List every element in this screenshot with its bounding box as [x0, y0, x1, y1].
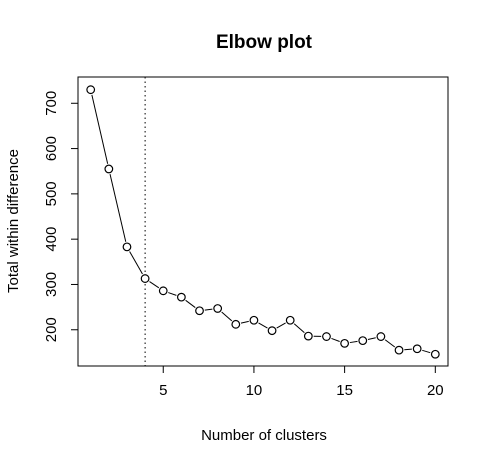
- y-axis-label: Total within difference: [5, 149, 22, 293]
- data-point: [86, 85, 96, 95]
- plot-frame: [77, 76, 449, 367]
- data-point: [195, 306, 204, 316]
- series-line-segment: [240, 320, 249, 324]
- data-point: [176, 292, 186, 302]
- y-tick-label: 600: [43, 136, 60, 161]
- series-line-segment: [185, 299, 196, 308]
- series-line-segment: [109, 174, 127, 242]
- y-tick-label: 700: [43, 91, 60, 116]
- data-point: [231, 319, 241, 329]
- data-point: [267, 326, 277, 336]
- data-point: [412, 344, 422, 354]
- series-line-segment: [404, 348, 412, 351]
- series-line-segment: [204, 308, 213, 311]
- y-tick-label: 300: [43, 272, 60, 297]
- series-line-segment: [331, 337, 340, 342]
- series-line-segment: [293, 323, 305, 333]
- x-tick-label: 15: [336, 382, 353, 399]
- series-line-segment: [168, 292, 177, 296]
- series-line-segment: [149, 281, 160, 289]
- plot-marks: [86, 77, 440, 366]
- series-line-segment: [276, 322, 286, 329]
- data-point: [358, 336, 368, 346]
- series-line-segment: [367, 337, 376, 340]
- data-point: [213, 304, 223, 313]
- data-point: [303, 331, 313, 341]
- data-point: [322, 332, 331, 341]
- y-tick-label: 200: [43, 317, 60, 342]
- y-tick-label: 400: [43, 227, 60, 252]
- x-axis-label: Number of clusters: [201, 427, 327, 444]
- chart-title: Elbow plot: [216, 32, 313, 53]
- series-line-segment: [129, 251, 143, 275]
- series-line-segment: [422, 349, 431, 354]
- x-tick-label: 5: [159, 382, 167, 399]
- x-axis: 5 10 15 20: [159, 365, 444, 399]
- series-line-segment: [349, 340, 358, 344]
- data-point: [249, 315, 259, 325]
- data-point: [158, 286, 168, 296]
- series-line-segment: [258, 322, 268, 329]
- data-point: [104, 164, 114, 174]
- x-tick-label: 10: [246, 382, 263, 399]
- y-axis: 200 300 400 500 600 700: [43, 91, 79, 342]
- data-point: [340, 338, 350, 348]
- data-point: [394, 345, 404, 355]
- data-point: [376, 332, 386, 341]
- data-point: [285, 315, 295, 325]
- series-line-segment: [384, 339, 396, 348]
- data-point: [122, 242, 132, 252]
- series-line-segment: [221, 311, 233, 322]
- y-tick-label: 500: [43, 181, 60, 206]
- data-point: [430, 349, 440, 359]
- data-point: [140, 274, 150, 283]
- series-line-segment: [91, 94, 109, 164]
- x-tick-label: 20: [427, 382, 444, 399]
